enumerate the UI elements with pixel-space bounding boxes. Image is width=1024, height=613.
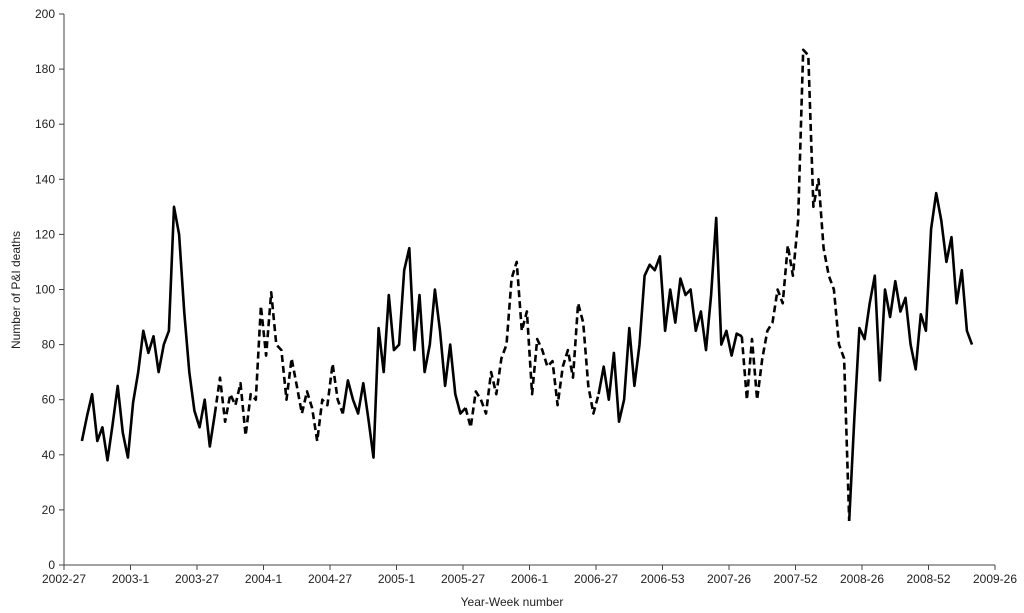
x-tick-label: 2005-27 bbox=[441, 572, 485, 586]
y-axis-label: Number of P&I deaths bbox=[9, 231, 23, 349]
y-tick-label: 80 bbox=[42, 338, 56, 352]
solid-line bbox=[80, 205, 217, 462]
y-tick-label: 100 bbox=[35, 283, 55, 297]
dashed-line bbox=[213, 291, 345, 443]
x-tick-label: 2008-26 bbox=[840, 572, 884, 586]
y-tick-label: 200 bbox=[35, 7, 55, 21]
y-tick-label: 60 bbox=[42, 393, 56, 407]
x-tick-label: 2006-1 bbox=[511, 572, 549, 586]
x-axis-label: Year-Week number bbox=[461, 595, 564, 609]
x-tick-label: 2005-1 bbox=[378, 572, 416, 586]
x-tick-label: 2002-27 bbox=[42, 572, 86, 586]
dashed-line bbox=[740, 48, 851, 521]
x-tick-label: 2006-27 bbox=[574, 572, 618, 586]
solid-line bbox=[847, 191, 974, 521]
y-tick-label: 40 bbox=[42, 448, 56, 462]
solid-line bbox=[597, 216, 743, 423]
solid-line bbox=[341, 246, 467, 459]
y-tick-label: 0 bbox=[48, 558, 55, 572]
y-tick-label: 180 bbox=[35, 62, 55, 76]
x-tick-label: 2007-52 bbox=[773, 572, 817, 586]
x-tick-label: 2003-27 bbox=[175, 572, 219, 586]
y-tick-label: 140 bbox=[35, 172, 55, 186]
y-tick-label: 20 bbox=[42, 503, 56, 517]
x-tick-label: 2009-26 bbox=[973, 572, 1017, 586]
x-tick-label: 2004-1 bbox=[245, 572, 283, 586]
x-tick-label: 2006-53 bbox=[640, 572, 684, 586]
x-tick-label: 2008-52 bbox=[906, 572, 950, 586]
x-tick-label: 2007-26 bbox=[707, 572, 751, 586]
dashed-line bbox=[464, 260, 600, 429]
y-tick-label: 120 bbox=[35, 227, 55, 241]
x-tick-label: 2003-1 bbox=[112, 572, 150, 586]
y-tick-label: 160 bbox=[35, 117, 55, 131]
x-tick-label: 2004-27 bbox=[308, 572, 352, 586]
